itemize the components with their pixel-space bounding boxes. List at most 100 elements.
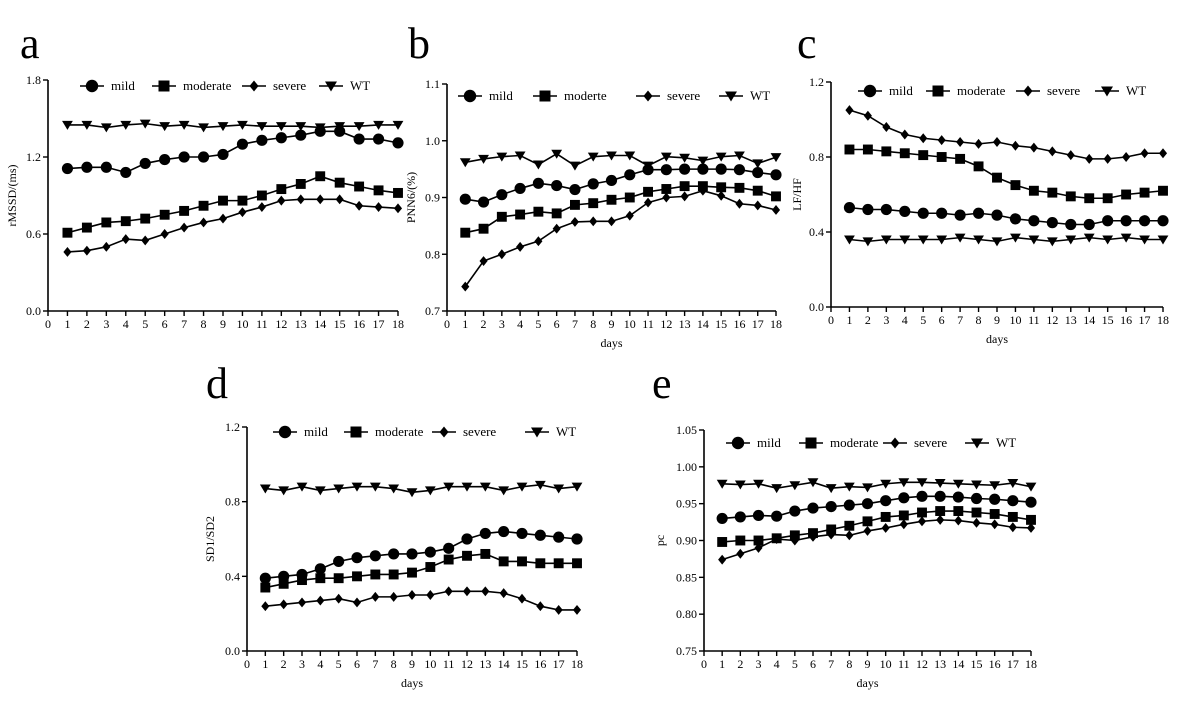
x-tick-label: 9 <box>220 317 226 331</box>
data-point <box>898 492 910 504</box>
data-point <box>498 525 510 538</box>
series-severe <box>261 586 582 615</box>
data-point <box>297 597 307 608</box>
data-point <box>553 531 565 543</box>
data-point <box>917 516 927 527</box>
data-point <box>551 208 562 219</box>
data-point <box>789 530 800 541</box>
data-point <box>715 152 727 162</box>
data-point <box>392 137 404 149</box>
data-point <box>718 554 727 565</box>
panel-letter: a <box>20 19 40 68</box>
data-point <box>462 586 472 597</box>
data-point <box>498 486 510 496</box>
data-point <box>625 210 634 221</box>
x-tick-label: 13 <box>1065 313 1077 327</box>
data-point <box>374 202 383 212</box>
legend: mild moderate severe WT <box>80 78 370 93</box>
data-point <box>373 120 384 130</box>
legend-marker <box>731 436 745 450</box>
series-wt <box>62 119 404 133</box>
x-tick-label: 14 <box>952 657 964 671</box>
x-axis-label: days <box>601 336 623 350</box>
data-point <box>972 517 981 528</box>
data-point <box>334 125 346 137</box>
data-point <box>141 235 150 246</box>
data-point <box>880 479 892 489</box>
data-point <box>952 479 964 489</box>
legend-marker <box>725 91 737 102</box>
y-tick-label: 0.4 <box>225 569 240 583</box>
data-point <box>643 186 654 197</box>
data-point <box>736 548 745 559</box>
data-point <box>100 161 112 173</box>
y-tick-label: 0.8 <box>809 150 824 164</box>
data-point <box>424 546 436 558</box>
data-point <box>936 152 947 162</box>
data-point <box>861 498 874 510</box>
data-point <box>426 590 435 600</box>
data-point <box>139 119 151 129</box>
data-point <box>534 236 543 247</box>
data-point <box>352 597 362 608</box>
x-tick-label: 14 <box>314 317 326 331</box>
x-tick-label: 1 <box>719 657 725 671</box>
data-point <box>551 180 563 192</box>
data-point <box>587 178 599 190</box>
legend-label: mild <box>889 83 913 98</box>
x-tick-label: 15 <box>971 657 983 671</box>
data-point <box>844 520 855 531</box>
data-point <box>752 166 764 179</box>
data-point <box>1139 187 1150 198</box>
series-line <box>67 130 399 174</box>
data-point <box>218 195 228 206</box>
data-point <box>120 120 132 130</box>
data-point <box>1010 233 1021 243</box>
y-tick-label: 0.0 <box>26 304 41 318</box>
x-axis-label: days <box>401 676 423 690</box>
legend-marker <box>805 437 817 449</box>
data-point <box>717 537 728 547</box>
x-tick-label: 8 <box>590 317 596 331</box>
series-line <box>465 152 777 167</box>
data-point <box>159 122 171 132</box>
data-point <box>606 194 617 205</box>
data-point <box>516 482 528 492</box>
series-severe <box>461 185 781 292</box>
data-point <box>261 601 270 612</box>
legend-label: mild <box>304 424 328 439</box>
y-tick-label: 1.2 <box>26 150 41 164</box>
data-point <box>198 200 209 211</box>
series-mild <box>259 525 583 584</box>
x-tick-label: 4 <box>123 317 129 331</box>
x-tick-label: 7 <box>372 657 378 671</box>
series-mild <box>843 202 1169 231</box>
data-point <box>316 194 325 205</box>
data-point <box>159 209 170 220</box>
data-point <box>351 552 363 564</box>
x-tick-label: 3 <box>499 317 505 331</box>
data-point <box>789 505 801 517</box>
data-point <box>882 122 891 132</box>
data-point <box>354 181 365 192</box>
x-tick-label: 12 <box>461 657 473 671</box>
data-point <box>353 122 365 132</box>
data-point <box>989 493 1001 505</box>
x-tick-label: 7 <box>572 317 578 331</box>
series-wt <box>844 233 1169 247</box>
data-point <box>372 133 385 145</box>
data-point <box>1046 217 1058 229</box>
data-point <box>1083 233 1095 243</box>
data-point <box>898 510 909 521</box>
data-point <box>916 478 928 488</box>
y-tick-label: 0.95 <box>676 497 697 511</box>
x-tick-label: 16 <box>1120 313 1132 327</box>
legend-marker <box>932 85 944 97</box>
data-point <box>971 507 982 518</box>
x-tick-label: 11 <box>256 317 268 331</box>
data-point <box>1007 478 1019 488</box>
data-point <box>516 527 528 539</box>
data-point <box>934 478 946 488</box>
panel-letter: e <box>652 359 672 408</box>
data-point <box>843 482 855 492</box>
